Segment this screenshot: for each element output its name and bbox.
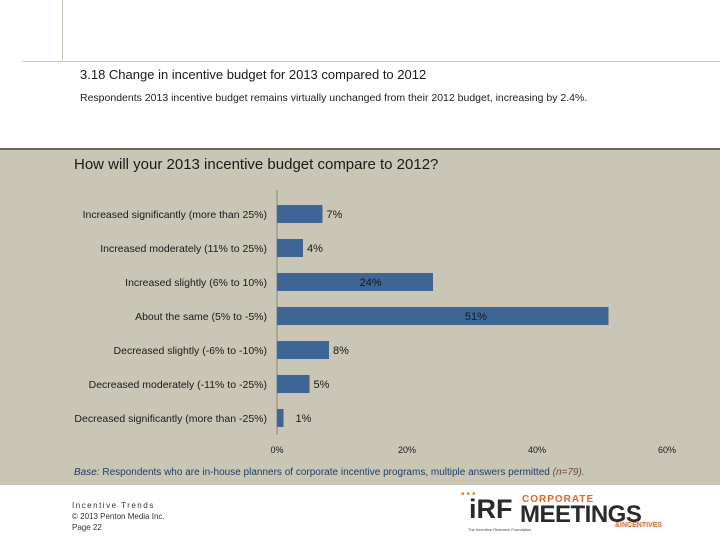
irf-logo-dots-icon: ••• (461, 489, 478, 500)
bar (277, 341, 329, 359)
x-tick-label: 40% (528, 445, 546, 455)
header-horizontal-rule (22, 61, 720, 62)
category-label: Increased significantly (more than 25%) (83, 209, 267, 221)
meetings-logo-top: CORPORATE (522, 494, 595, 505)
category-label: About the same (5% to -5%) (135, 311, 267, 323)
bar-chart: Increased significantly (more than 25%) 7… (74, 190, 676, 455)
category-label: Increased slightly (6% to 10%) (125, 277, 267, 289)
x-tick-label: 0% (270, 445, 283, 455)
bar (277, 307, 609, 325)
irf-logo-tagline: The Incentive Research Foundation (468, 527, 532, 532)
irf-logo: iRF (469, 494, 513, 524)
base-note-text: Respondents who are in-house planners of… (102, 467, 550, 478)
bar (277, 239, 303, 257)
meetings-logo-bottom: &INCENTIVES (615, 522, 663, 529)
category-label: Decreased slightly (-6% to -10%) (114, 345, 267, 357)
data-label: 24% (360, 277, 382, 289)
meetings-logo: MEETINGS (520, 501, 642, 528)
footer-title: Incentive Trends (72, 501, 155, 510)
x-tick-label: 60% (658, 445, 676, 455)
chart-title: How will your 2013 incentive budget comp… (74, 156, 439, 173)
bar (277, 409, 284, 427)
category-label: Decreased moderately (-11% to -25%) (89, 379, 267, 391)
data-label: 7% (327, 209, 343, 221)
category-label: Decreased significantly (more than -25%) (74, 413, 267, 425)
footer-page: Page 22 (72, 523, 102, 532)
data-label: 8% (333, 345, 349, 357)
data-label: 4% (307, 243, 323, 255)
bar (277, 273, 433, 291)
bar (277, 375, 310, 393)
category-label: Increased moderately (11% to 25%) (100, 243, 267, 255)
x-tick-label: 20% (398, 445, 416, 455)
footer-copyright: © 2013 Penton Media Inc. (72, 512, 165, 521)
slide-subtitle: Respondents 2013 incentive budget remain… (80, 92, 588, 104)
data-label: 51% (465, 311, 487, 323)
data-label: 5% (314, 379, 330, 391)
slide-title: 3.18 Change in incentive budget for 2013… (80, 67, 427, 82)
bar (277, 205, 323, 223)
footer: Incentive Trends © 2013 Penton Media Inc… (72, 500, 165, 533)
header-vertical-rule (62, 0, 63, 62)
base-note-n: (n=79). (552, 467, 585, 478)
data-label: 1% (296, 413, 312, 425)
base-note-prefix: Base: (74, 467, 100, 478)
base-note: Base: Respondents who are in-house plann… (74, 467, 585, 478)
